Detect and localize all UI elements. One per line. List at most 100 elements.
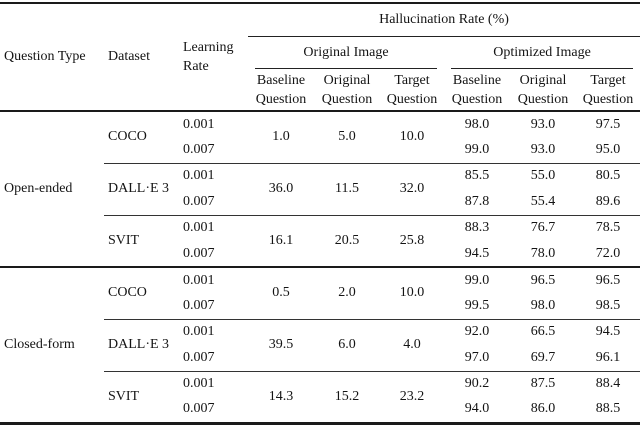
table-row: DALL·E 3 0.001 36.0 11.5 32.0 85.5 55.0 … xyxy=(0,163,640,216)
optimized-value-cell: 94.0 xyxy=(464,401,490,417)
dataset-cell: DALL·E 3 xyxy=(104,319,176,372)
optimized-value-cell: 72.0 xyxy=(576,241,640,268)
original-value-cell: 25.8 xyxy=(380,215,444,268)
optimized-value-cell: 99.0 xyxy=(464,272,490,288)
learning-rate-cell: 0.001 xyxy=(183,220,215,236)
optimized-value-cell: 94.5 xyxy=(444,241,510,268)
original-value-cell: 23.2 xyxy=(399,388,425,404)
original-value-cell: 39.5 xyxy=(248,319,314,372)
question-type-cell: Closed-form xyxy=(4,336,75,352)
optimized-value-cell: 55.0 xyxy=(530,168,556,184)
original-value-cell: 14.3 xyxy=(268,388,294,404)
optimized-value-cell: 93.0 xyxy=(530,116,556,132)
optimized-value-cell: 76.7 xyxy=(530,220,556,236)
optimized-value-cell: 93.0 xyxy=(510,137,576,164)
optimized-value-cell: 87.8 xyxy=(444,189,510,216)
learning-rate-cell: 0.007 xyxy=(176,345,248,372)
optimized-value-cell: 97.0 xyxy=(444,345,510,372)
column-header-learning-rate: Learning Rate xyxy=(176,3,248,112)
header-row-groups: Question Type Dataset Learning Rate Hall… xyxy=(0,3,640,112)
table-row: Closed-form COCO 0.001 0.5 2.0 10.0 99.0… xyxy=(0,267,640,352)
optimized-value-cell: 95.0 xyxy=(576,137,640,164)
optimized-value-cell: 99.0 xyxy=(444,137,510,164)
learning-rate-cell: 0.007 xyxy=(183,401,215,417)
optimized-value-cell: 89.6 xyxy=(576,189,640,216)
original-image-label: Original Image xyxy=(255,45,437,69)
column-header-original-question-original: Original Question xyxy=(314,69,380,112)
optimized-image-label: Optimized Image xyxy=(451,45,633,69)
optimized-value-cell: 78.0 xyxy=(510,241,576,268)
original-value-cell: 10.0 xyxy=(380,111,444,164)
original-value-cell: 11.5 xyxy=(314,163,380,216)
learning-rate-cell: 0.007 xyxy=(176,137,248,164)
table-row: 0.007 99.0 93.0 95.0 xyxy=(0,137,640,164)
optimized-value-cell: 86.0 xyxy=(530,401,556,417)
table-row: 0.007 87.8 55.4 89.6 xyxy=(0,189,640,216)
table-row: Open-ended COCO 0.001 1.0 5.0 10.0 98.0 … xyxy=(0,111,640,268)
column-header-target-question-original: Target Question xyxy=(380,69,444,112)
dataset-cell: COCO xyxy=(104,111,176,164)
column-header-dataset: Dataset xyxy=(104,3,176,112)
optimized-value-cell: 78.5 xyxy=(595,220,621,236)
learning-rate-cell: 0.001 xyxy=(183,376,215,392)
learning-rate-cell: 0.001 xyxy=(183,116,215,132)
column-header-target-question-optimized: Target Question xyxy=(576,69,640,112)
header-row-image-groups: Original Image Optimized Image xyxy=(0,36,640,69)
optimized-value-cell: 88.3 xyxy=(464,220,490,236)
optimized-value-cell: 99.5 xyxy=(444,293,510,320)
optimized-value-cell: 96.5 xyxy=(595,272,621,288)
column-header-baseline-question-optimized: Baseline Question xyxy=(444,69,510,112)
table-row: 0.007 94.5 78.0 72.0 xyxy=(0,241,640,268)
original-value-cell: 5.0 xyxy=(314,111,380,164)
optimized-value-cell: 85.5 xyxy=(464,168,490,184)
optimized-value-cell: 66.5 xyxy=(530,324,556,340)
column-group-original-image: Original Image xyxy=(248,36,444,69)
learning-rate-cell: 0.001 xyxy=(183,168,215,184)
table-row: SVIT 0.001 14.3 15.2 23.2 90.2 87.5 88.4 xyxy=(0,371,640,403)
dataset-cell: SVIT xyxy=(104,215,176,268)
original-value-cell: 6.0 xyxy=(314,319,380,372)
optimized-value-cell: 98.0 xyxy=(464,116,490,132)
original-value-cell: 16.1 xyxy=(248,215,314,268)
optimized-value-cell: 55.4 xyxy=(510,189,576,216)
optimized-value-cell: 94.5 xyxy=(595,324,621,340)
original-value-cell: 2.0 xyxy=(314,267,380,320)
optimized-value-cell: 96.1 xyxy=(576,345,640,372)
original-value-cell: 32.0 xyxy=(380,163,444,216)
dataset-cell: COCO xyxy=(104,267,176,320)
header-row-question-kind: Baseline Question Original Question Targ… xyxy=(0,69,640,112)
original-value-cell: 0.5 xyxy=(248,267,314,320)
original-value-cell: 15.2 xyxy=(334,388,360,404)
table-row: 0.007 97.0 69.7 96.1 xyxy=(0,345,640,372)
optimized-value-cell: 80.5 xyxy=(595,168,621,184)
optimized-value-cell: 87.5 xyxy=(530,376,556,392)
dataset-cell: SVIT xyxy=(108,388,140,404)
question-type-cell: Open-ended xyxy=(0,111,104,268)
column-header-question-type: Question Type xyxy=(0,3,104,112)
optimized-value-cell: 98.5 xyxy=(576,293,640,320)
dataset-cell: DALL·E 3 xyxy=(104,163,176,216)
column-header-baseline-question-original: Baseline Question xyxy=(248,69,314,112)
optimized-value-cell: 88.4 xyxy=(595,376,621,392)
optimized-value-cell: 97.5 xyxy=(595,116,621,132)
original-value-cell: 10.0 xyxy=(380,267,444,320)
optimized-value-cell: 96.5 xyxy=(530,272,556,288)
learning-rate-cell: 0.001 xyxy=(183,324,215,340)
column-header-original-question-optimized: Original Question xyxy=(510,69,576,112)
optimized-value-cell: 69.7 xyxy=(510,345,576,372)
learning-rate-cell: 0.007 xyxy=(176,293,248,320)
optimized-value-cell: 90.2 xyxy=(464,376,490,392)
optimized-value-cell: 88.5 xyxy=(595,401,621,417)
table-row: DALL·E 3 0.001 39.5 6.0 4.0 92.0 66.5 94… xyxy=(0,319,640,372)
table-row: 0.007 94.0 86.0 88.5 xyxy=(0,397,640,423)
original-value-cell: 1.0 xyxy=(248,111,314,164)
learning-rate-cell: 0.007 xyxy=(176,241,248,268)
learning-rate-cell: 0.007 xyxy=(176,189,248,216)
table-row: 0.007 99.5 98.0 98.5 xyxy=(0,293,640,320)
optimized-value-cell: 98.0 xyxy=(510,293,576,320)
learning-rate-cell: 0.001 xyxy=(183,272,215,288)
column-group-optimized-image: Optimized Image xyxy=(444,36,640,69)
optimized-value-cell: 92.0 xyxy=(464,324,490,340)
